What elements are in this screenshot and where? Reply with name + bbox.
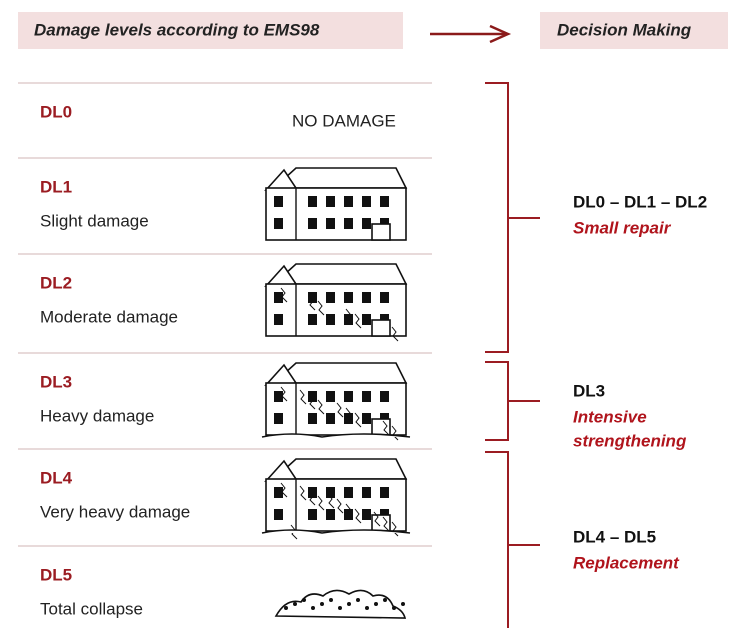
header-right: Decision Making bbox=[557, 20, 692, 39]
level-code: DL2 bbox=[40, 273, 72, 292]
window bbox=[326, 218, 335, 229]
window bbox=[326, 292, 335, 303]
brackets bbox=[485, 83, 540, 628]
window bbox=[274, 196, 283, 207]
window bbox=[274, 218, 283, 229]
window bbox=[326, 196, 335, 207]
level-label: Heavy damage bbox=[40, 406, 154, 425]
window bbox=[344, 292, 353, 303]
window bbox=[326, 391, 335, 402]
level-code: DL3 bbox=[40, 372, 72, 391]
decision-codes: DL0 – DL1 – DL2 bbox=[573, 192, 707, 211]
window bbox=[326, 413, 335, 424]
building-sketch bbox=[276, 590, 405, 618]
debris bbox=[311, 606, 315, 610]
debris bbox=[392, 606, 396, 610]
window bbox=[308, 314, 317, 325]
building-sketch bbox=[262, 459, 410, 539]
window bbox=[344, 196, 353, 207]
window bbox=[380, 487, 389, 498]
window bbox=[308, 413, 317, 424]
window bbox=[362, 314, 371, 325]
window bbox=[380, 292, 389, 303]
window bbox=[274, 487, 283, 498]
debris bbox=[356, 598, 360, 602]
door bbox=[372, 224, 390, 240]
debris bbox=[329, 598, 333, 602]
window bbox=[380, 391, 389, 402]
decision-codes: DL4 – DL5 bbox=[573, 527, 656, 546]
window bbox=[274, 413, 283, 424]
window bbox=[362, 196, 371, 207]
debris bbox=[293, 602, 297, 606]
debris bbox=[383, 598, 387, 602]
level-label: Moderate damage bbox=[40, 307, 178, 326]
window bbox=[362, 413, 371, 424]
decision-action: Intensive bbox=[573, 407, 647, 426]
level-label: Very heavy damage bbox=[40, 502, 190, 521]
decision-action: Small repair bbox=[573, 218, 672, 237]
building-sketch bbox=[262, 363, 410, 440]
level-code: DL5 bbox=[40, 565, 72, 584]
window bbox=[274, 391, 283, 402]
window bbox=[308, 218, 317, 229]
window bbox=[344, 487, 353, 498]
window bbox=[362, 218, 371, 229]
window bbox=[362, 292, 371, 303]
window bbox=[344, 391, 353, 402]
window bbox=[362, 391, 371, 402]
level-label: Slight damage bbox=[40, 211, 149, 230]
debris bbox=[284, 606, 288, 610]
debris bbox=[302, 598, 306, 602]
decision-action: Replacement bbox=[573, 553, 680, 572]
debris bbox=[374, 602, 378, 606]
debris bbox=[365, 606, 369, 610]
window bbox=[362, 487, 371, 498]
level-label: NO DAMAGE bbox=[292, 111, 396, 130]
header-left: Damage levels according to EMS98 bbox=[34, 20, 320, 39]
level-code: DL1 bbox=[40, 177, 72, 196]
level-code: DL4 bbox=[40, 468, 73, 487]
window bbox=[362, 509, 371, 520]
building-sketch bbox=[266, 264, 406, 341]
door bbox=[372, 320, 390, 336]
decision-action: strengthening bbox=[573, 431, 687, 450]
debris bbox=[320, 602, 324, 606]
arrow bbox=[430, 26, 508, 42]
window bbox=[274, 509, 283, 520]
window bbox=[326, 509, 335, 520]
window bbox=[274, 292, 283, 303]
decision-codes: DL3 bbox=[573, 381, 605, 400]
diagram: Damage levels according to EMS98 Decisio… bbox=[0, 0, 736, 630]
level-label: Total collapse bbox=[40, 599, 143, 618]
debris bbox=[401, 602, 405, 606]
window bbox=[308, 509, 317, 520]
window bbox=[274, 314, 283, 325]
window bbox=[308, 196, 317, 207]
building-sketch bbox=[266, 168, 406, 240]
debris bbox=[338, 606, 342, 610]
window bbox=[326, 314, 335, 325]
window bbox=[380, 196, 389, 207]
window bbox=[344, 218, 353, 229]
level-code: DL0 bbox=[40, 102, 72, 121]
debris bbox=[347, 602, 351, 606]
